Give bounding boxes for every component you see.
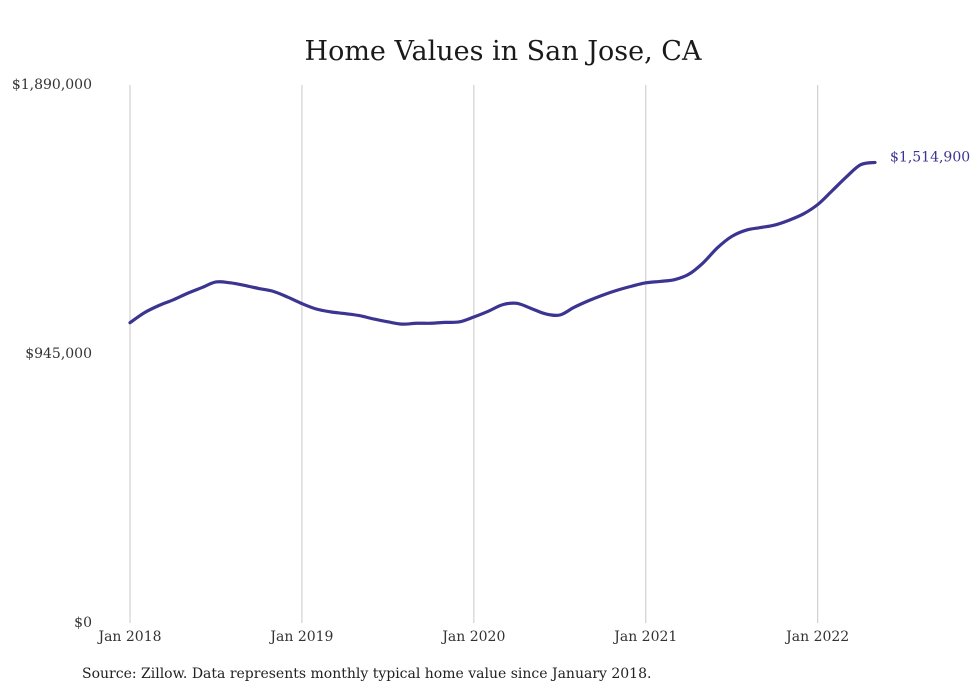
x-tick-label: Jan 2022 [784, 629, 849, 645]
x-axis-ticks: Jan 2018 Jan 2019 Jan 2020 Jan 2021 Jan 2022 [96, 629, 849, 645]
x-tick-label: Jan 2019 [268, 629, 333, 645]
x-tick-label: Jan 2020 [440, 629, 505, 645]
y-axis-ticks: $1,890,000 $945,000 $0 [12, 77, 92, 631]
y-tick-label: $1,890,000 [12, 77, 92, 93]
y-tick-label: $0 [74, 615, 92, 631]
gridlines [129, 85, 819, 623]
source-note: Source: Zillow. Data represents monthly … [82, 666, 652, 682]
end-value-label: $1,514,900 [890, 149, 970, 165]
x-tick-label: Jan 2018 [96, 629, 161, 645]
chart-title: Home Values in San Jose, CA [305, 36, 702, 67]
x-tick-label: Jan 2021 [612, 629, 677, 645]
series-group [128, 160, 877, 326]
series-line [128, 160, 877, 326]
end-label-group: $1,514,900 [890, 149, 970, 165]
y-tick-label: $945,000 [25, 346, 92, 362]
